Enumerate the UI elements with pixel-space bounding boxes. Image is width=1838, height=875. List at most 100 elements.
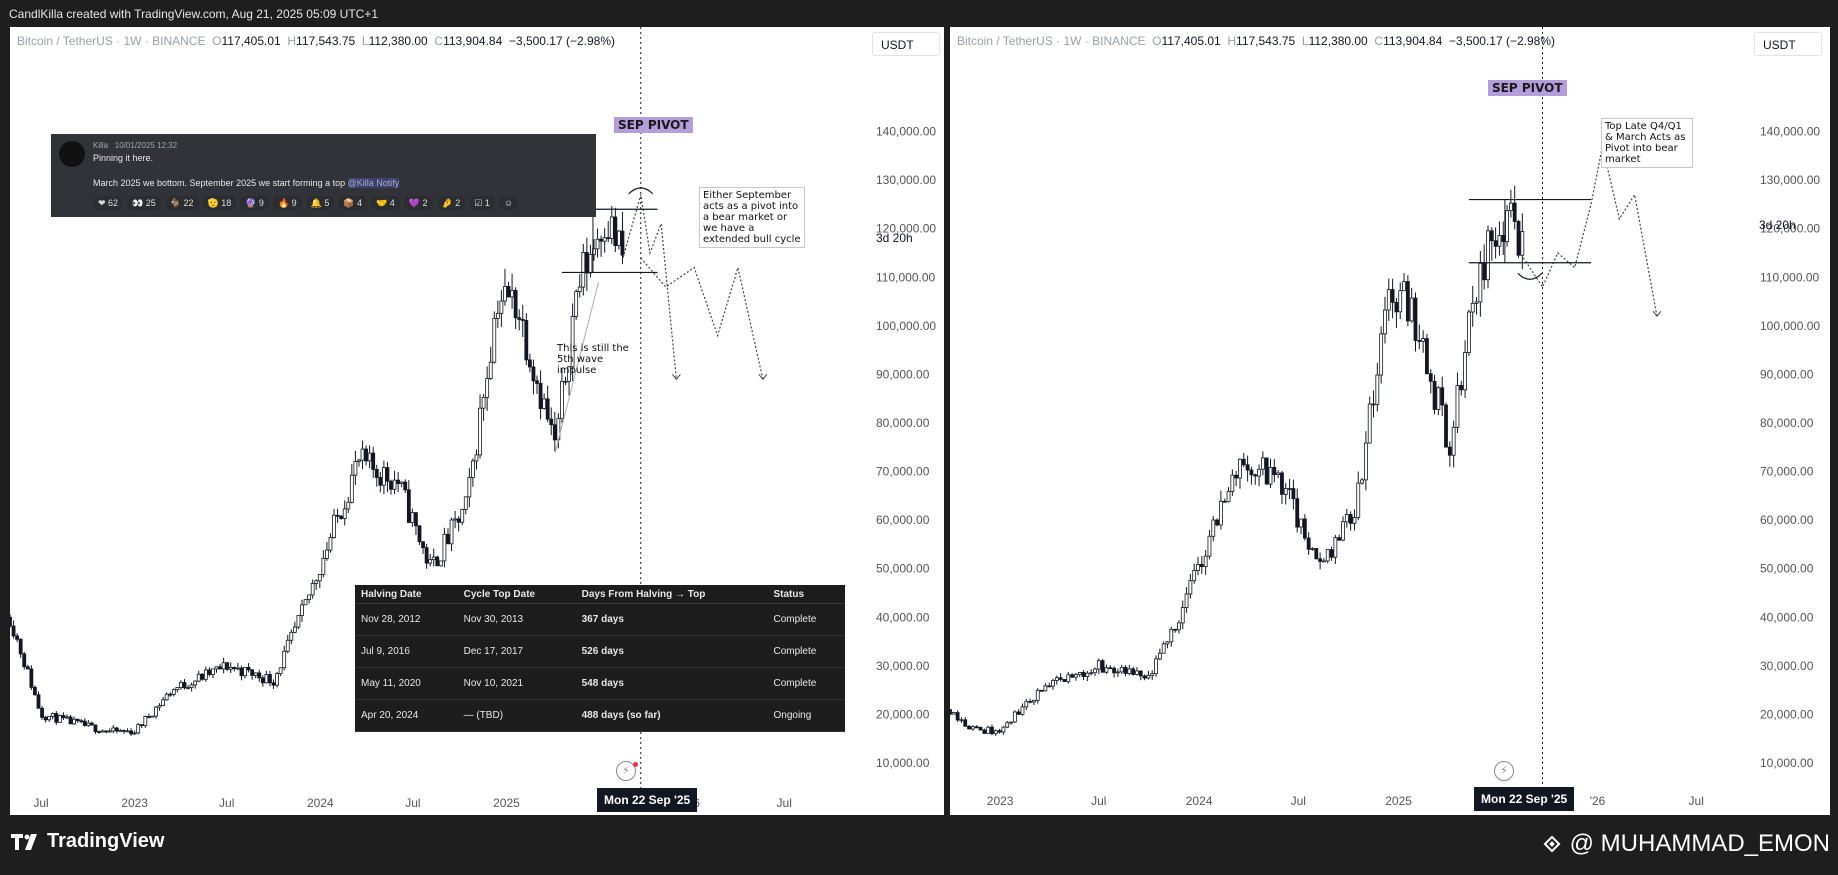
candle-body (1417, 340, 1422, 342)
candle-body (260, 677, 265, 684)
check-emoji[interactable]: ☑ 1 (469, 196, 495, 210)
candle-body (1478, 262, 1483, 303)
eyes-emoji[interactable]: 👀 25 (127, 196, 161, 210)
candle-body (1009, 721, 1013, 724)
candle-body (257, 672, 262, 679)
candle-body (617, 230, 621, 246)
candle-body (1467, 311, 1471, 353)
candle-body (1142, 675, 1147, 679)
candle-body (1451, 426, 1456, 456)
x-tick-label: Jul (405, 796, 420, 810)
candle-body (268, 674, 272, 684)
candle-body (1119, 666, 1124, 673)
projection-path (622, 194, 677, 380)
candle-body (1039, 689, 1044, 692)
candle-body (478, 407, 482, 456)
chart-panel-left[interactable]: 140,000.00 130,000.00 120,000.00 110,000.00… (10, 27, 944, 815)
candle-body (264, 674, 269, 684)
purple-heart-emoji[interactable]: 💜 2 (403, 196, 433, 210)
candle-body (517, 317, 522, 320)
table-row: Apr 20, 2024— (TBD) 488 days (so far) Ongo… (355, 699, 845, 732)
tradingview-logo[interactable]: TradingView (11, 830, 164, 853)
candle-body (221, 662, 226, 670)
candle-body (303, 599, 308, 606)
candle-body (175, 687, 180, 691)
projection-path (1522, 146, 1658, 317)
candle-body (342, 508, 347, 519)
y-tick-label: 50,000.00 (876, 562, 930, 576)
price-chart-left[interactable]: 140,000.00 130,000.00 120,000.00 110,000.00… (10, 27, 944, 815)
y-tick-label: 90,000.00 (1760, 367, 1814, 381)
candle-body (1314, 548, 1319, 560)
heart-emoji[interactable]: ❤ 62 (93, 196, 124, 210)
candle-body (111, 727, 116, 732)
candle-body (129, 730, 133, 735)
bell-emoji[interactable]: 🔔 5 (305, 196, 335, 210)
candle-body (602, 237, 607, 242)
candle-body (967, 725, 971, 730)
candles-group (10, 206, 625, 736)
crystal-ball-emoji[interactable]: 🔮 9 (240, 196, 269, 210)
candle-body (1070, 674, 1074, 678)
price-chart-right[interactable]: 140,000.00 130,000.00 120,000.00 110,000.00… (950, 27, 1830, 815)
candle-body (951, 712, 956, 715)
candle-body (150, 715, 155, 718)
candle-body (97, 731, 101, 734)
x-tick-label: Jul (33, 796, 48, 810)
candle-body (456, 518, 461, 523)
high-value: 117,543.75 (1236, 34, 1296, 48)
candle-body (1371, 403, 1376, 406)
candle-body (1024, 700, 1029, 708)
pinch-emoji[interactable]: 🤌 2 (436, 196, 466, 210)
currency-button[interactable]: USDT (1754, 32, 1822, 56)
box-emoji[interactable]: 📦 4 (338, 196, 368, 210)
smile-emoji[interactable]: ☺ (498, 196, 519, 210)
candle-body (143, 716, 148, 727)
candle-body (1383, 309, 1387, 335)
candle-body (346, 501, 351, 510)
x-tick-label: 2024 (1186, 794, 1213, 808)
candle-body (1425, 338, 1429, 375)
candle-body (349, 474, 354, 503)
y-tick-label: 130,000.00 (1760, 173, 1820, 187)
candle-body (1508, 202, 1513, 212)
table-cell: Ongoing (767, 699, 845, 732)
goat-emoji[interactable]: 🐐 22 (164, 196, 199, 210)
y-tick-label: 110,000.00 (1760, 270, 1819, 284)
candle-body (1447, 446, 1452, 456)
currency-button[interactable]: USDT (872, 32, 940, 56)
candle-body (1207, 535, 1212, 557)
lightning-icon[interactable]: ⚡ (1494, 761, 1514, 781)
candle-body (100, 730, 105, 733)
candle-body (535, 380, 539, 384)
candle-body (1161, 643, 1166, 654)
candle-body (125, 730, 130, 733)
candle-body (11, 625, 16, 637)
candle-body (1020, 706, 1025, 715)
candle-body (406, 489, 411, 523)
fire-emoji[interactable]: 🔥 9 (272, 196, 302, 210)
open-value: 117,405.01 (1161, 34, 1221, 48)
candle-body (1032, 699, 1036, 703)
lightning-icon[interactable]: ⚡ (616, 761, 636, 781)
candle-body (435, 556, 440, 567)
candle-body (374, 469, 379, 478)
candle-body (974, 726, 979, 729)
high-value: 117,543.75 (296, 34, 356, 48)
candle-body (970, 726, 975, 730)
handshake-emoji[interactable]: 🤝 4 (371, 196, 400, 210)
candle-body (1112, 667, 1116, 674)
candle-body (61, 715, 66, 719)
candle-body (228, 667, 233, 670)
salute-emoji[interactable]: 🫡 18 (202, 196, 237, 210)
chart-panel-right[interactable]: 140,000.00 130,000.00 120,000.00 110,000.00… (950, 27, 1830, 815)
candle-body (253, 672, 258, 676)
candle-body (214, 666, 219, 670)
y-tick-label: 120,000.00 (876, 222, 936, 236)
x-tick-label: Jul (777, 796, 792, 810)
candle-body (1302, 518, 1307, 539)
candle-body (43, 716, 48, 721)
candle-body (527, 359, 532, 368)
candle-body (332, 514, 336, 538)
table-cell: 488 days (so far) (575, 699, 768, 732)
